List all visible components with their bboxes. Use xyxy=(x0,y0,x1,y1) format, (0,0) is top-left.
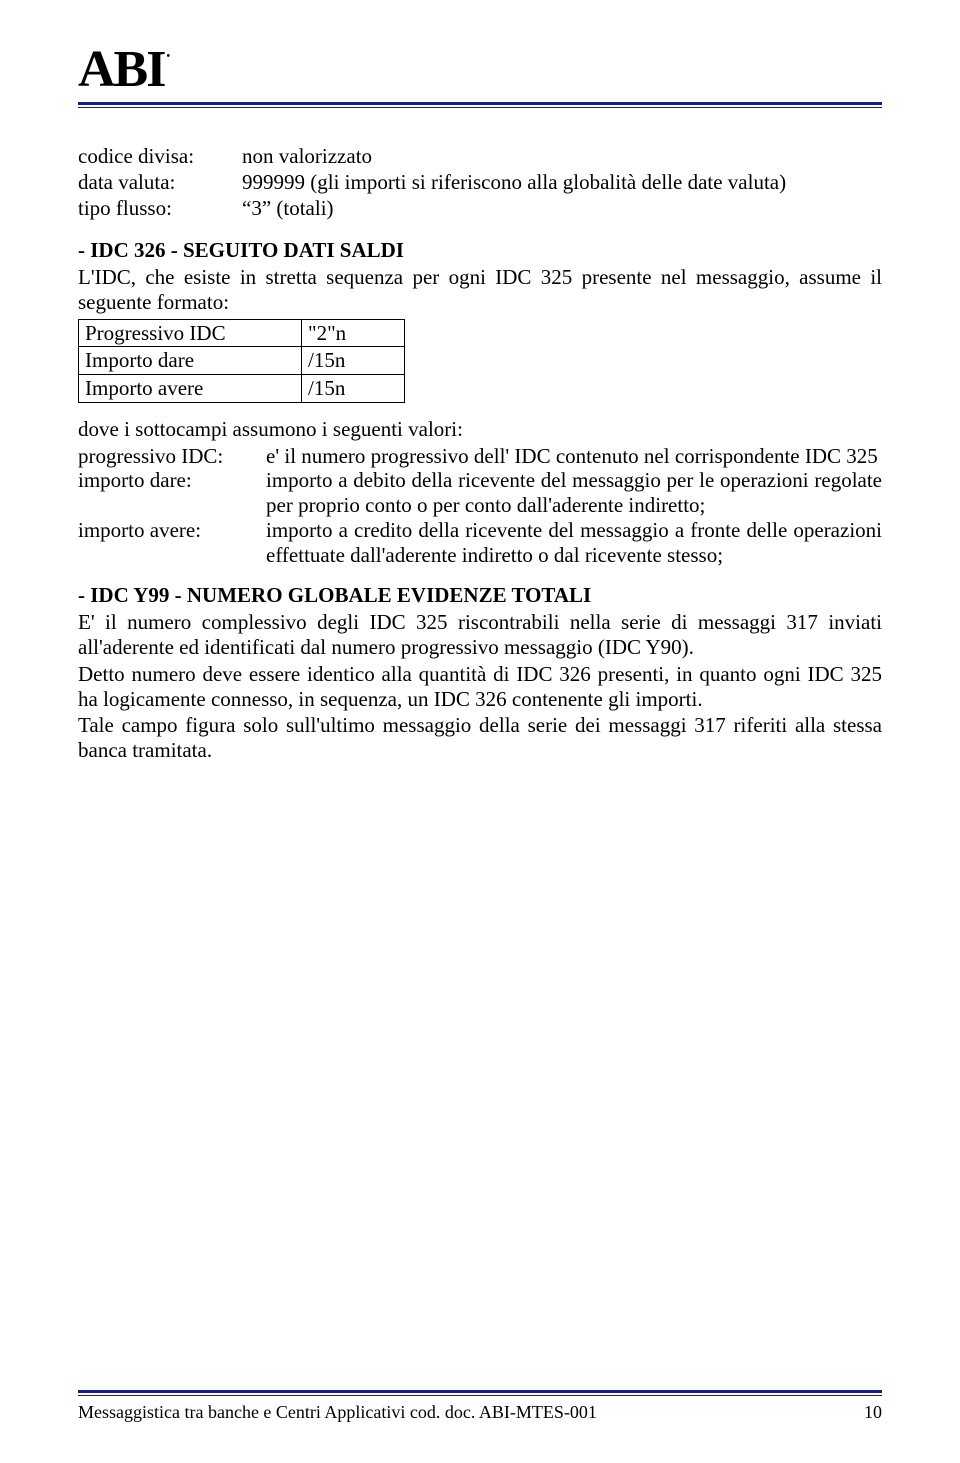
table-row: Importo dare /15n xyxy=(79,347,405,375)
footer-rule-top xyxy=(78,1390,882,1393)
def-value: e' il numero progressivo dell' IDC conte… xyxy=(266,444,882,469)
idcy99-para: E' il numero complessivo degli IDC 325 r… xyxy=(78,610,882,660)
table-cell: Importo dare xyxy=(79,347,302,375)
idc326-format-table: Progressivo IDC "2"n Importo dare /15n I… xyxy=(78,319,405,403)
kv-value: “3” (totali) xyxy=(242,196,882,221)
idc326-defs-intro: dove i sottocampi assumono i seguenti va… xyxy=(78,417,882,442)
def-value: importo a credito della ricevente del me… xyxy=(266,518,882,568)
kv-value: 999999 (gli importi si riferiscono alla … xyxy=(242,170,882,195)
table-cell: Progressivo IDC xyxy=(79,319,302,347)
idc326-heading: - IDC 326 - SEGUITO DATI SALDI xyxy=(78,238,882,263)
page: ABI• codice divisa: non valorizzato data… xyxy=(0,0,960,1463)
footer-row: Messaggistica tra banche e Centri Applic… xyxy=(78,1402,882,1423)
table-row: Progressivo IDC "2"n xyxy=(79,319,405,347)
kv-label: codice divisa: xyxy=(78,144,238,169)
footer-rule-bottom xyxy=(78,1395,882,1396)
def-value: importo a debito della ricevente del mes… xyxy=(266,468,882,518)
abi-logo: ABI• xyxy=(78,44,166,96)
content: codice divisa: non valorizzato data valu… xyxy=(78,144,882,763)
def-label: importo avere: xyxy=(78,518,258,568)
def-label: progressivo IDC: xyxy=(78,444,258,469)
footer-page-number: 10 xyxy=(864,1402,882,1423)
table-cell: "2"n xyxy=(302,319,405,347)
table-cell: Importo avere xyxy=(79,375,302,403)
idc326-intro: L'IDC, che esiste in stretta sequenza pe… xyxy=(78,265,882,315)
kv-label: data valuta: xyxy=(78,170,238,195)
table-row: Importo avere /15n xyxy=(79,375,405,403)
idcy99-para: Detto numero deve essere identico alla q… xyxy=(78,662,882,712)
table-cell: /15n xyxy=(302,375,405,403)
kv-label: tipo flusso: xyxy=(78,196,238,221)
table-cell: /15n xyxy=(302,347,405,375)
logo-dot-icon: • xyxy=(166,51,168,62)
idcy99-heading: - IDC Y99 - NUMERO GLOBALE EVIDENZE TOTA… xyxy=(78,583,882,608)
idcy99-para: Tale campo figura solo sull'ultimo messa… xyxy=(78,713,882,763)
footer: Messaggistica tra banche e Centri Applic… xyxy=(78,1390,882,1423)
idc326-definitions: progressivo IDC: e' il numero progressiv… xyxy=(78,444,882,568)
header-rule-bottom xyxy=(78,107,882,108)
field-definitions: codice divisa: non valorizzato data valu… xyxy=(78,144,882,220)
header-rule-top xyxy=(78,102,882,105)
logo-text: ABI xyxy=(78,41,164,98)
def-label: importo dare: xyxy=(78,468,258,518)
header: ABI• xyxy=(78,44,882,108)
kv-value: non valorizzato xyxy=(242,144,882,169)
footer-doc-ref: Messaggistica tra banche e Centri Applic… xyxy=(78,1402,597,1423)
